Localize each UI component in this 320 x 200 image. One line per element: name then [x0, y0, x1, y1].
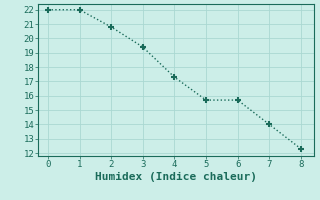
X-axis label: Humidex (Indice chaleur): Humidex (Indice chaleur)	[95, 172, 257, 182]
